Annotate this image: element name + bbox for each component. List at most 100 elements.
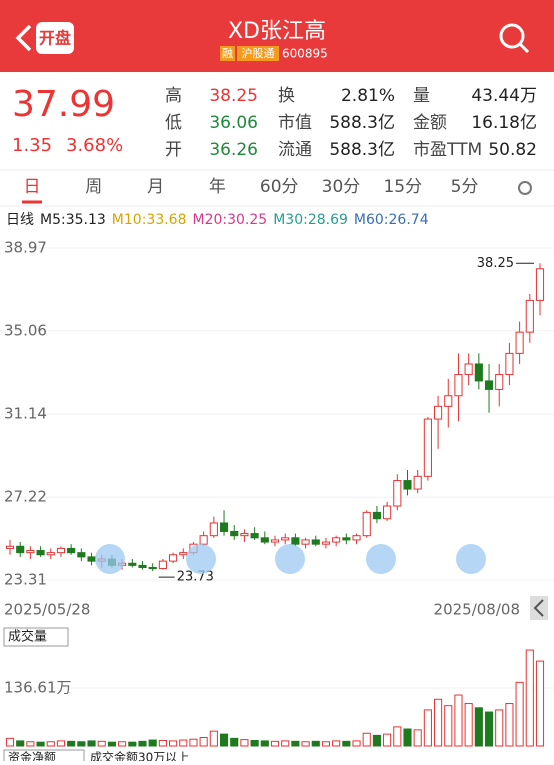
candle-body [352,535,361,541]
tab[interactable]: 周 [85,177,102,197]
volume-bar [270,740,280,747]
nav-button[interactable] [95,544,125,574]
ma-legend: M10:33.68 [112,212,187,228]
volume-bar [281,740,290,747]
tab[interactable]: 月 [147,177,164,197]
candle-body [372,511,381,520]
settings-icon[interactable] [518,181,532,195]
volume-bar [219,733,229,747]
tab[interactable]: 15分 [383,177,422,197]
tab[interactable]: 60分 [260,177,299,197]
candle-body [434,405,443,420]
badge-bg [237,46,279,61]
candle-body [250,533,259,539]
volume-bar [505,703,514,747]
volume-bar [199,737,208,747]
footer-label[interactable]: 资金净额 [8,750,56,765]
badge-bg [220,46,235,61]
ma-legend: M5:35.13 [40,212,106,228]
volume-bar [464,703,473,747]
volume-label[interactable]: 成交量 [8,629,47,645]
open-button-text[interactable]: 开盘 [39,29,71,48]
candle-body [87,556,96,562]
volume-bar [423,709,432,747]
candle-body [209,522,218,537]
volume-bar [454,694,463,747]
candle-body [423,418,432,477]
collapse-button[interactable] [530,596,548,620]
tab[interactable]: 日 [24,177,41,197]
candle-body [393,480,402,507]
stock-title: XD张江高 [228,19,326,44]
dropdown[interactable] [3,627,69,647]
candle-body [464,363,473,376]
volume-bar [474,707,483,747]
volume-bar [148,739,157,747]
ma-legend: 日线 [6,212,34,228]
tab[interactable]: 30分 [322,177,361,197]
volume-bar [56,740,66,747]
volume-bar [434,698,443,747]
nav-button[interactable] [275,544,305,574]
stat-value: 16.18亿 [471,113,537,133]
volume-bar [209,730,218,747]
tab[interactable]: 年 [209,177,226,197]
footer-bg [0,748,554,761]
volume-bar [403,728,412,747]
collapse-icon[interactable] [533,599,544,617]
volume-bar [5,737,15,747]
change-pct: 3.68% [66,135,123,156]
volume-bar [189,738,198,747]
stat-value: 2.81% [341,86,395,106]
stat-value: 50.82 [488,140,537,160]
volume-bar [87,740,96,747]
candle-body [36,550,45,556]
candle-body [281,537,290,541]
candle-body [525,299,534,333]
x-label: 2025/08/08 [434,601,520,619]
volume-tick-label: 136.61万 [4,679,72,697]
volume-bar [36,741,45,747]
stat-label: 市盈TTM [413,140,482,160]
volume-bar [383,733,392,747]
volume-bar [16,740,25,747]
candle-body [413,475,422,490]
stat-label: 高 [165,86,182,106]
candle-body [230,530,239,537]
candle-body [56,547,66,554]
volume-bar [26,741,35,747]
volume-bar [169,740,178,747]
candle-body [148,566,157,570]
candle-body [270,539,280,543]
y-tick-label: 35.06 [4,321,47,339]
candle-body [383,505,392,520]
candle-body [16,545,25,554]
volume-bar [413,729,422,747]
stat-value: 588.3亿 [329,140,395,160]
open-button[interactable] [36,22,74,54]
volume-bar [158,739,167,747]
stock-code: 600895 [282,47,328,61]
tab[interactable]: 5分 [451,177,479,197]
candle-body [5,545,15,549]
candle-body [199,535,208,545]
candle-body [260,537,269,543]
stat-value: 38.25 [209,86,258,106]
volume-bar [250,739,259,747]
search-icon[interactable] [499,23,525,49]
candle-body [515,331,524,354]
volume-bar [515,681,524,747]
nav-button[interactable] [186,544,216,574]
back-icon[interactable] [15,24,32,52]
search-icon[interactable] [518,42,530,54]
candle-body [138,564,147,568]
candle-body [321,541,331,545]
nav-button[interactable] [456,544,486,574]
ma-legend: M60:26.74 [354,212,429,228]
volume-bar [362,732,371,747]
candle-body [403,480,412,490]
volume-bar [128,741,137,747]
nav-button[interactable] [366,544,396,574]
